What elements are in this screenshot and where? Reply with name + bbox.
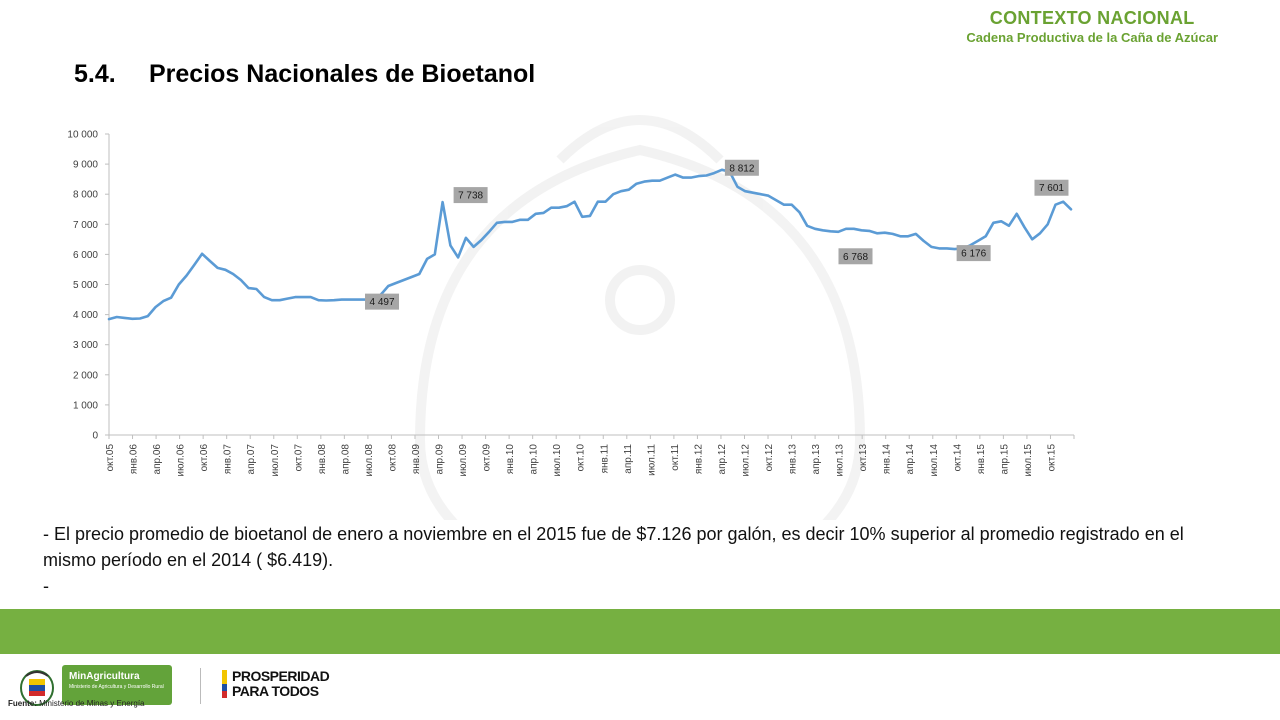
y-tick-label: 9 000 [73, 160, 98, 171]
x-tick-label: янв.10 [505, 444, 516, 475]
x-tick-label: апр.15 [999, 444, 1010, 475]
minagri-subtitle: Ministerio de Agricultura y Desarrollo R… [69, 684, 164, 690]
source-text: Ministerio de Minas y Energía [36, 699, 145, 708]
y-tick-label: 6 000 [73, 250, 98, 261]
data-label-text: 6 768 [843, 252, 868, 263]
x-tick-label: янв.11 [599, 444, 610, 474]
x-tick-label: июл.08 [364, 444, 375, 477]
y-tick-label: 2 000 [73, 370, 98, 381]
x-tick-label: окт.10 [576, 444, 587, 472]
y-tick-label: 8 000 [73, 190, 98, 201]
summary-paragraph: - El precio promedio de bioetanol de ene… [43, 524, 1184, 570]
y-tick-label: 1 000 [73, 400, 98, 411]
x-tick-label: окт.06 [199, 444, 210, 472]
y-tick-label: 5 000 [73, 280, 98, 291]
x-tick-label: янв.07 [223, 444, 234, 475]
x-tick-label: июл.06 [176, 444, 187, 477]
data-label-text: 7 601 [1039, 183, 1064, 194]
x-tick-label: апр.11 [623, 444, 634, 474]
data-label-box [724, 159, 759, 176]
prosperidad-line1: PROSPERIDAD [232, 668, 330, 684]
x-tick-label: июл.07 [270, 444, 281, 477]
y-tick-label: 10 000 [67, 130, 98, 141]
x-tick-label: окт.09 [482, 444, 493, 472]
colombia-flag-icon [222, 670, 227, 698]
data-label-box [838, 248, 873, 265]
x-tick-label: июл.12 [740, 444, 751, 477]
data-label-box [956, 245, 991, 262]
x-tick-label: июл.10 [552, 444, 563, 477]
y-tick-label: 4 000 [73, 310, 98, 321]
x-axis: окт.05 янв.06 апр.06 июл.06 окт.06 янв.07 апр.… [105, 434, 1075, 477]
empty-bullet: - [43, 576, 49, 596]
data-label-box [1034, 179, 1069, 196]
x-tick-label: окт.08 [387, 444, 398, 472]
prosperidad-line2: PARA TODOS [232, 683, 319, 699]
data-label: 8 812 [724, 159, 759, 176]
x-tick-label: окт.12 [764, 444, 775, 472]
x-tick-label: июл.15 [1023, 444, 1034, 477]
y-tick-label: 7 000 [73, 220, 98, 231]
x-tick-label: июл.09 [458, 444, 469, 477]
green-band [0, 609, 1280, 654]
minagricultura-logo: MinAgricultura Ministerio de Agricultura… [62, 665, 172, 705]
x-tick-label: июл.13 [835, 444, 846, 477]
footer-divider [200, 668, 201, 704]
y-tick-label: 0 [92, 431, 98, 442]
source-label: Fuente: [8, 699, 37, 708]
data-label-box [453, 187, 488, 204]
section-number: 5.4. [74, 60, 116, 88]
x-tick-label: апр.12 [717, 444, 728, 475]
series-price-line [107, 168, 1073, 321]
x-tick-label: апр.14 [905, 444, 916, 475]
data-label: 6 768 [838, 248, 873, 265]
colombia-seal-icon [20, 670, 54, 706]
x-tick-label: окт.11 [670, 444, 681, 471]
x-tick-label: янв.06 [129, 444, 140, 475]
data-label: 7 601 [1034, 179, 1069, 196]
title-text: Precios Nacionales de Bioetanol [149, 60, 536, 88]
data-label-text: 7 738 [458, 191, 483, 202]
minagri-name: MinAgricultura [69, 671, 140, 682]
x-tick-label: июл.14 [929, 444, 940, 477]
context-header: CONTEXTO NACIONAL Cadena Productiva de l… [966, 8, 1218, 45]
x-tick-label: янв.12 [693, 444, 704, 475]
data-label: 4 497 [365, 293, 400, 310]
footer [0, 654, 1280, 720]
data-label-box [365, 293, 400, 310]
x-tick-label: янв.08 [317, 444, 328, 475]
data-label-text: 6 176 [961, 249, 986, 260]
x-tick-label: янв.14 [882, 444, 893, 475]
summary-text: - El precio promedio de bioetanol de ene… [43, 521, 1223, 599]
x-tick-label: янв.15 [976, 444, 987, 475]
x-tick-label: июл.11 [646, 444, 657, 476]
x-tick-label: окт.13 [858, 444, 869, 472]
x-tick-label: окт.07 [293, 444, 304, 472]
x-tick-label: апр.13 [811, 444, 822, 475]
x-tick-label: окт.14 [952, 444, 963, 472]
x-tick-label: окт.15 [1046, 444, 1057, 472]
bioethanol-price-chart: 0 1 000 2 000 3 000 4 000 5 000 6 000 7 000 8 00… [67, 115, 1075, 520]
x-tick-label: апр.07 [246, 444, 257, 475]
x-tick-label: апр.08 [340, 444, 351, 475]
watermark-emblem [414, 115, 866, 520]
context-title: CONTEXTO NACIONAL [989, 8, 1195, 28]
x-tick-label: окт.05 [105, 444, 116, 472]
x-tick-label: янв.13 [788, 444, 799, 475]
x-tick-label: апр.09 [435, 444, 446, 475]
context-subtitle: Cadena Productiva de la Caña de Azúcar [966, 30, 1218, 45]
x-tick-label: апр.06 [152, 444, 163, 475]
data-label: 6 176 [956, 245, 991, 262]
data-labels: 4 497 7 738 8 812 6 768 6 176 7 601 [365, 159, 1069, 310]
price-line [107, 168, 1073, 321]
x-tick-label: янв.09 [411, 444, 422, 475]
data-label-text: 8 812 [729, 163, 754, 174]
data-label-text: 4 497 [370, 297, 395, 308]
x-tick-label: апр.10 [529, 444, 540, 475]
data-label: 7 738 [453, 187, 488, 204]
slide-title: 5.4. Precios Nacionales de Bioetanol [74, 60, 535, 89]
y-axis: 0 1 000 2 000 3 000 4 000 5 000 6 000 7 000 8 00… [67, 130, 110, 442]
y-tick-label: 3 000 [73, 340, 98, 351]
source-note: Fuente: Ministerio de Minas y Energía [8, 699, 145, 708]
